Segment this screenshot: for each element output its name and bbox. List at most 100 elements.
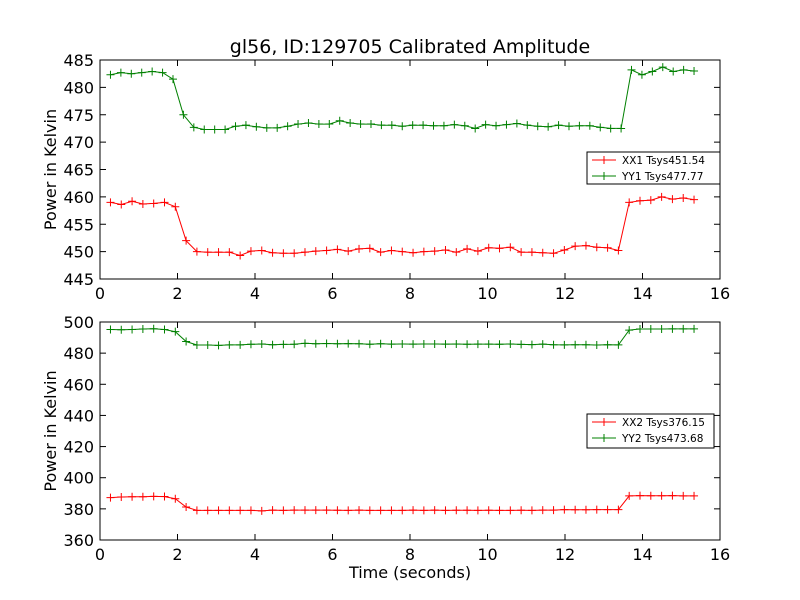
data-point <box>544 122 553 131</box>
y-tick-label: 465 <box>63 161 94 180</box>
data-point <box>333 245 342 254</box>
data-point <box>231 122 240 131</box>
x-tick-label: 0 <box>95 545 105 564</box>
data-point <box>290 506 299 515</box>
data-point <box>648 67 657 76</box>
data-point <box>581 340 590 349</box>
data-point <box>679 324 688 333</box>
data-point <box>182 337 191 346</box>
y-tick-label: 360 <box>63 531 94 550</box>
data-point <box>484 506 493 515</box>
data-point <box>376 339 385 348</box>
data-point <box>495 244 504 253</box>
y-tick-label: 500 <box>63 313 94 332</box>
data-point <box>481 120 490 129</box>
data-point <box>409 340 418 349</box>
series-yy2 <box>106 324 699 350</box>
data-point <box>460 121 469 130</box>
data-point <box>657 192 666 201</box>
data-point <box>560 340 569 349</box>
data-point <box>506 506 515 515</box>
data-point <box>450 120 459 129</box>
data-point <box>290 340 299 349</box>
data-point <box>268 506 277 515</box>
data-point <box>138 199 147 208</box>
legend-marker <box>600 434 608 442</box>
x-tick-label: 10 <box>477 284 497 303</box>
data-point <box>625 198 634 207</box>
data-point <box>495 506 504 515</box>
data-point <box>441 340 450 349</box>
y-tick-label: 440 <box>63 406 94 425</box>
data-point <box>137 68 146 77</box>
data-point <box>273 123 282 132</box>
y-tick-label: 420 <box>63 438 94 457</box>
data-point <box>179 110 188 119</box>
data-point <box>160 492 169 501</box>
y-axis-label: Power in Kelvin <box>41 109 60 230</box>
data-point <box>636 196 645 205</box>
x-tick-label: 0 <box>95 284 105 303</box>
data-point <box>346 118 355 127</box>
data-point <box>262 123 271 132</box>
data-point <box>549 506 558 515</box>
data-point <box>279 249 288 258</box>
data-point <box>356 120 365 129</box>
data-point <box>560 505 569 514</box>
y-tick-label: 470 <box>63 133 94 152</box>
data-point <box>571 242 580 251</box>
data-point <box>355 506 364 515</box>
data-point <box>117 200 126 209</box>
data-point <box>429 121 438 130</box>
data-point <box>344 247 353 256</box>
data-point <box>636 491 645 500</box>
data-point <box>214 341 223 350</box>
data-point <box>409 506 418 515</box>
legend-marker <box>600 418 608 426</box>
data-point <box>268 248 277 257</box>
data-point <box>502 120 511 129</box>
series-xx1 <box>106 192 699 260</box>
data-point <box>300 339 309 348</box>
data-point <box>314 120 323 129</box>
data-point <box>210 125 219 134</box>
y-tick-label: 380 <box>63 500 94 519</box>
y-tick-label: 480 <box>63 344 94 363</box>
data-point <box>203 248 212 257</box>
data-point <box>300 506 309 515</box>
data-point <box>473 340 482 349</box>
data-point <box>171 327 180 336</box>
data-point <box>300 248 309 257</box>
data-point <box>668 491 677 500</box>
data-point <box>116 68 125 77</box>
data-point <box>283 122 292 131</box>
data-point <box>538 506 547 515</box>
x-tick-label: 14 <box>632 284 652 303</box>
data-point <box>669 67 678 76</box>
legend: XX1 Tsys451.54 YY1 Tsys477.77 <box>586 151 721 185</box>
data-point <box>523 121 532 130</box>
data-point <box>322 506 331 515</box>
data-point <box>203 506 212 515</box>
data-point <box>387 506 396 515</box>
y-tick-label: 455 <box>63 215 94 234</box>
data-point <box>617 124 626 133</box>
x-tick-label: 14 <box>632 545 652 564</box>
figure-title: gl56, ID:129705 Calibrated Amplitude <box>230 36 590 58</box>
data-point <box>441 245 450 254</box>
data-point <box>471 124 480 133</box>
data-point <box>506 339 515 348</box>
data-point <box>625 491 634 500</box>
data-point <box>225 248 234 257</box>
data-point <box>355 339 364 348</box>
data-point <box>138 325 147 334</box>
chart-bottom: 0 2 4 6 8 10 12 14 16 360 380 400 420 440 460 480 500 Pow… <box>41 313 730 582</box>
data-point <box>419 339 428 348</box>
y-axis-label: Power in Kelvin <box>41 370 60 491</box>
y-tick-label: 475 <box>63 106 94 125</box>
data-point <box>335 116 344 125</box>
data-point <box>333 506 342 515</box>
data-point <box>236 340 245 349</box>
data-point <box>560 245 569 254</box>
data-point <box>606 124 615 133</box>
